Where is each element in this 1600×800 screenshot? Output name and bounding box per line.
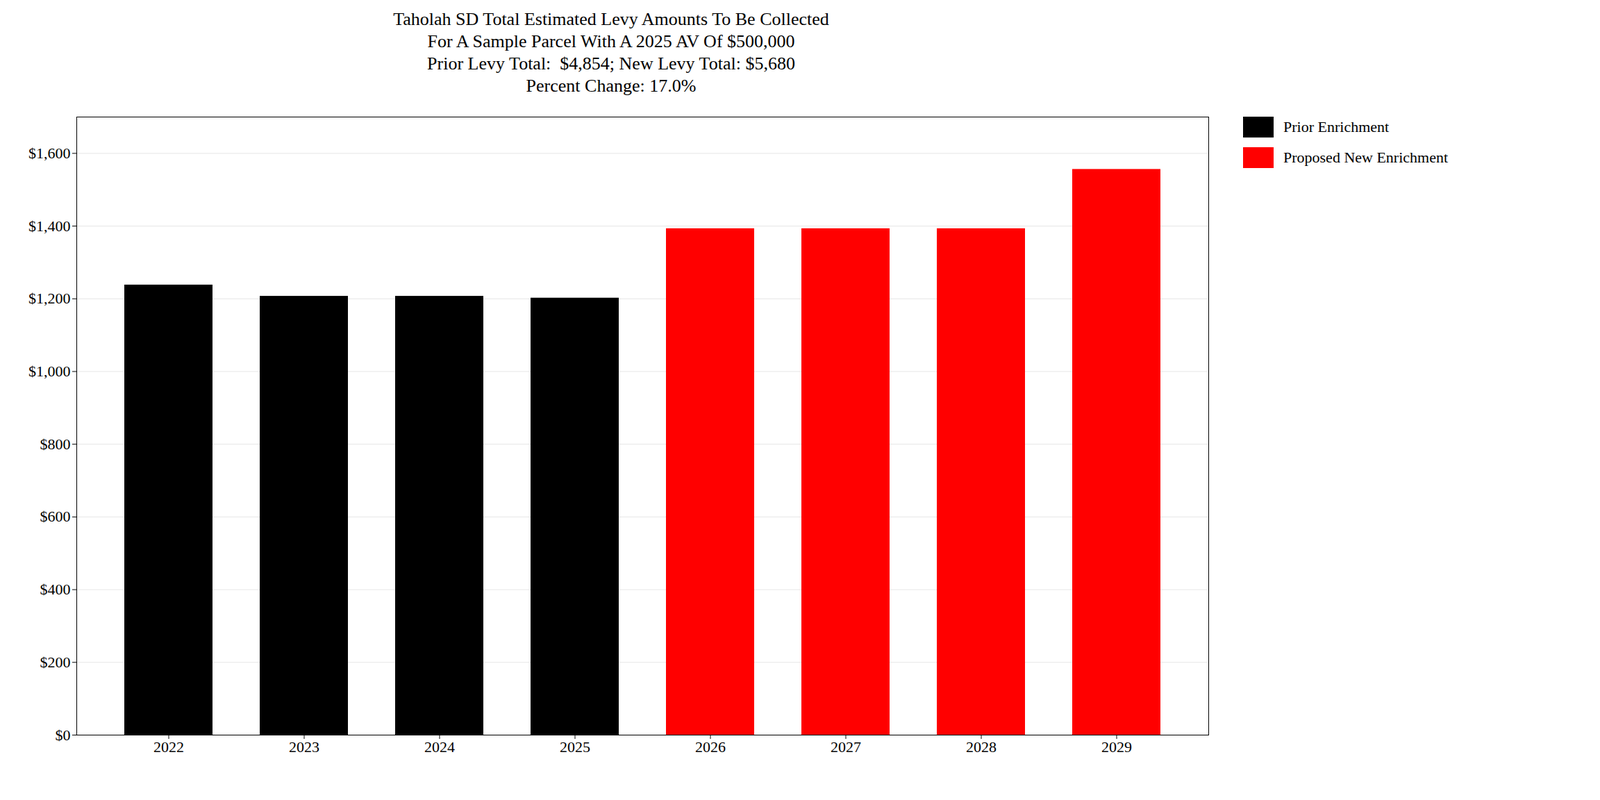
svg-text:2025: 2025 <box>559 738 591 756</box>
html-text:Prior Enrichment: Prior Enrichment <box>1283 118 1389 136</box>
html-text:Proposed New Enrichment: Proposed New Enrichment <box>1283 148 1448 166</box>
svg-text:2024: 2024 <box>424 738 455 756</box>
svg-text:2022: 2022 <box>153 738 185 756</box>
html-text:For A Sample Parcel With A 202: For A Sample Parcel With A 2025 AV Of $5… <box>427 31 795 52</box>
svg-text:$1,400: $1,400 <box>28 217 71 235</box>
svg-text:$200: $200 <box>40 653 71 671</box>
svg-text:$600: $600 <box>40 507 71 525</box>
svg-text:$0: $0 <box>55 726 71 744</box>
svg-text:$1,600: $1,600 <box>28 144 71 162</box>
svg-text:$1,200: $1,200 <box>28 289 71 307</box>
html-text:Taholah SD Total Estimated Lev: Taholah SD Total Estimated Levy Amounts … <box>393 9 830 30</box>
svg-text:$400: $400 <box>40 580 71 598</box>
svg-text:2028: 2028 <box>965 738 997 756</box>
svg-text:$800: $800 <box>40 435 71 453</box>
svg-text:2023: 2023 <box>288 738 320 756</box>
svg-text:2026: 2026 <box>695 738 726 756</box>
svg-text:2027: 2027 <box>830 738 862 756</box>
svg-text:$1,000: $1,000 <box>28 362 71 380</box>
html-text:Percent Change: 17.0%: Percent Change: 17.0% <box>526 75 697 96</box>
html-text:Prior Levy Total: $4,854; New: Prior Levy Total: $4,854; New Levy Total… <box>427 53 796 74</box>
svg-text:2029: 2029 <box>1101 738 1132 756</box>
